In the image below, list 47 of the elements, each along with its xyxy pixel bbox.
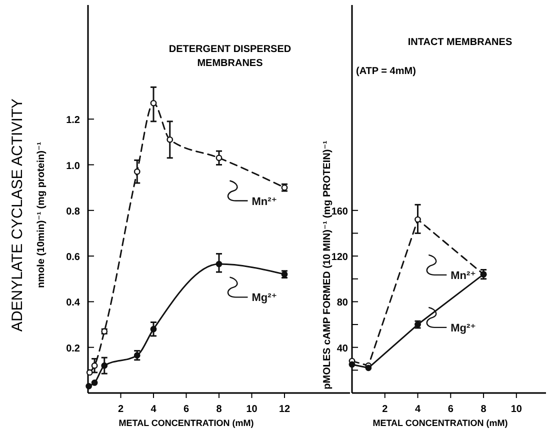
point bbox=[86, 369, 93, 376]
y-tick-label: 0.8 bbox=[66, 206, 80, 218]
x-tick-label: 12 bbox=[278, 404, 290, 415]
x-tick-label: 10 bbox=[510, 404, 522, 415]
x-axis-title: METAL CONCENTRATION (mM) bbox=[372, 418, 508, 428]
x-tick-label: 6 bbox=[183, 404, 190, 415]
point bbox=[134, 168, 140, 175]
point bbox=[150, 326, 157, 332]
series-label: Mg²⁺ bbox=[252, 292, 278, 304]
series-label: Mg²⁺ bbox=[450, 322, 476, 334]
text: DETERGENT DISPERSED MEMBRANES bbox=[168, 44, 292, 69]
point bbox=[91, 380, 98, 386]
y-tick-label: 0.2 bbox=[66, 343, 80, 354]
point bbox=[216, 260, 222, 268]
x-tick-label: 4 bbox=[150, 404, 157, 415]
x-tick-label: 4 bbox=[414, 404, 421, 415]
y-tick-label: 120 bbox=[331, 252, 348, 264]
point bbox=[414, 216, 421, 223]
point bbox=[134, 352, 140, 359]
point bbox=[86, 382, 92, 390]
point bbox=[348, 361, 356, 368]
y-axis-title: pMOLES cAMP FORMED (10 MIN)⁻¹ (mg PROTEIN)⁻¹ bbox=[322, 140, 333, 390]
y-tick-label: 0.6 bbox=[66, 252, 80, 264]
series-label: Mn²⁺ bbox=[252, 196, 278, 208]
point bbox=[101, 362, 108, 369]
x-tick-label: 8 bbox=[480, 404, 487, 415]
y-axis-title: ADENYLATE CYCLASE ACTIVITY nmole (10min)⁻¹ (mg protein)⁻¹ bbox=[9, 98, 47, 332]
y-tick-label: 40 bbox=[336, 343, 348, 354]
x-tick-label: 6 bbox=[448, 404, 454, 415]
point bbox=[150, 100, 157, 106]
y-tick-label: 1.0 bbox=[66, 160, 80, 172]
y-tick-label: 0.4 bbox=[66, 298, 80, 309]
annotation: (ATP = 4mM) bbox=[356, 66, 416, 77]
y-tick-label: 1.2 bbox=[66, 115, 80, 126]
y-tick-label: 160 bbox=[331, 206, 348, 218]
point bbox=[365, 364, 372, 372]
y-tick-label: 80 bbox=[336, 298, 348, 309]
x-axis-title: METAL CONCENTRATION (mM) bbox=[118, 418, 254, 428]
x-tick-label: 2 bbox=[118, 404, 124, 415]
text: INTACT MEMBRANES bbox=[408, 37, 512, 48]
x-tick-label: 8 bbox=[216, 404, 222, 415]
point bbox=[216, 154, 222, 162]
point bbox=[166, 136, 174, 143]
series-label: Mn²⁺ bbox=[450, 270, 476, 282]
point bbox=[91, 362, 98, 369]
x-tick-label: 2 bbox=[382, 404, 388, 415]
x-tick-label: 10 bbox=[246, 404, 258, 415]
